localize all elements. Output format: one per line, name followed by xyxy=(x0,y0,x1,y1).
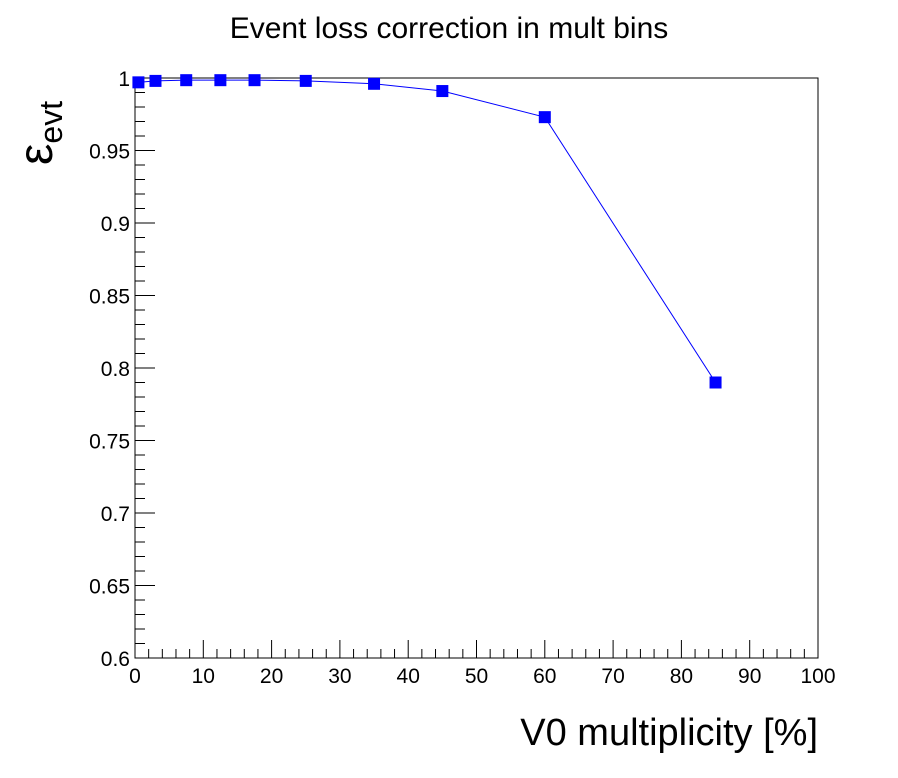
svg-text:εevt: εevt xyxy=(10,101,69,165)
data-point-marker xyxy=(214,74,227,87)
y-tick-label: 0.75 xyxy=(89,431,130,454)
data-point-marker xyxy=(248,74,261,87)
y-tick-label: 0.9 xyxy=(101,213,130,236)
x-axis-label: V0 multiplicity [%] xyxy=(520,712,818,754)
data-point-marker xyxy=(436,85,449,98)
chart-title: Event loss correction in mult bins xyxy=(230,12,669,45)
x-tick-label: 20 xyxy=(260,665,283,688)
series-line xyxy=(138,79,716,383)
y-tick-label: 0.95 xyxy=(89,141,130,164)
y-axis-label-subscript: evt xyxy=(33,101,69,144)
y-axis-ticks xyxy=(135,77,155,659)
x-axis-tick-labels: 0 10 20 30 40 50 60 70 80 90 100 xyxy=(129,665,835,688)
data-point-marker xyxy=(368,77,381,90)
y-tick-label: 0.85 xyxy=(89,286,130,309)
data-point-marker xyxy=(709,376,722,389)
x-tick-label: 0 xyxy=(129,665,141,688)
x-tick-label: 80 xyxy=(670,665,693,688)
data-point-marker xyxy=(180,74,193,87)
y-tick-label: 0.8 xyxy=(101,358,130,381)
data-point-marker xyxy=(538,111,551,124)
series-layer xyxy=(132,74,722,389)
x-tick-label: 100 xyxy=(800,665,835,688)
y-tick-label: 0.6 xyxy=(101,648,130,671)
y-tick-label: 1 xyxy=(118,68,130,91)
x-tick-label: 60 xyxy=(533,665,556,688)
x-tick-label: 30 xyxy=(328,665,351,688)
x-tick-label: 10 xyxy=(192,665,215,688)
data-point-marker xyxy=(299,74,312,87)
y-tick-label: 0.7 xyxy=(101,503,130,526)
y-axis-label-symbol: ε xyxy=(10,144,63,165)
data-point-marker xyxy=(132,76,145,89)
y-axis-label: εevt xyxy=(10,101,69,165)
y-tick-label: 0.65 xyxy=(89,576,130,599)
data-point-marker xyxy=(149,74,162,87)
x-tick-label: 40 xyxy=(397,665,420,688)
x-tick-label: 90 xyxy=(738,665,761,688)
x-tick-label: 50 xyxy=(465,665,488,688)
plot-frame xyxy=(134,77,819,659)
x-tick-label: 70 xyxy=(601,665,624,688)
y-axis-tick-labels: 0.6 0.65 0.7 0.75 0.8 0.85 0.9 0.95 1 xyxy=(89,68,130,671)
x-axis-ticks xyxy=(134,640,819,658)
